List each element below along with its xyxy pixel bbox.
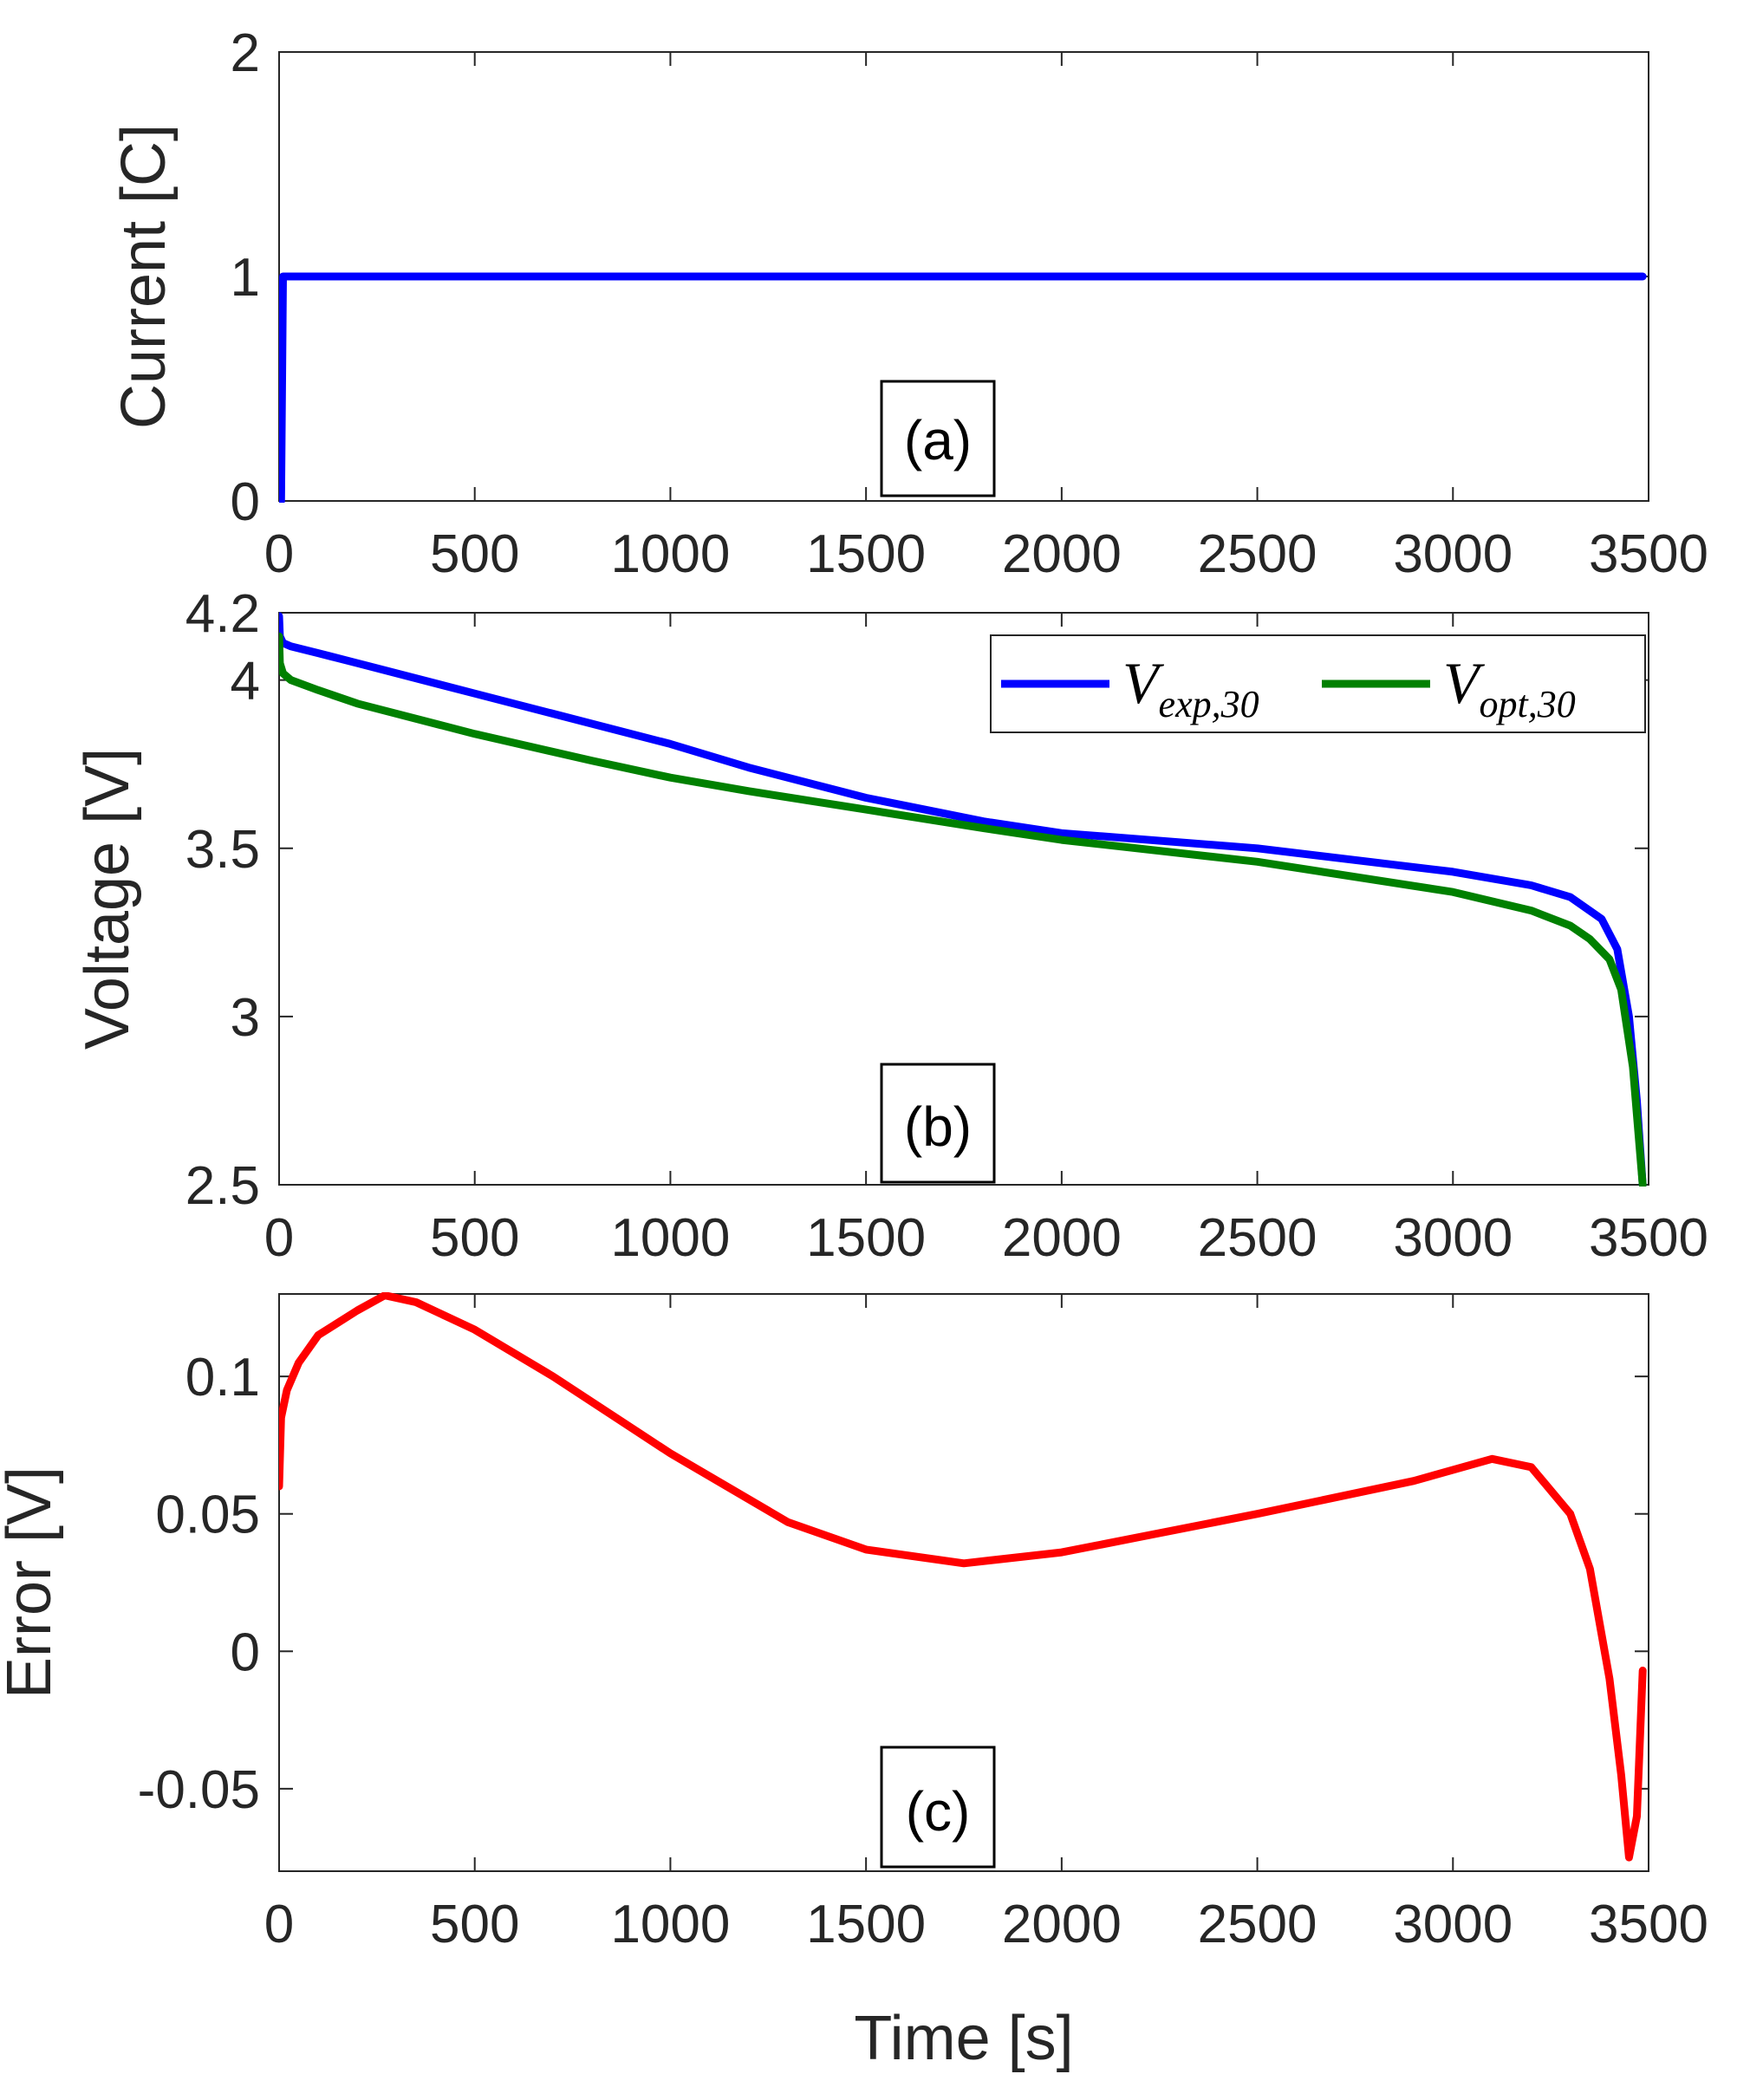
y-axis-label: Error [V] xyxy=(0,1466,64,1699)
y-tick-label: -0.05 xyxy=(138,1760,260,1820)
x-axis-label: Time [s] xyxy=(854,2004,1073,2073)
panel-tag-box xyxy=(880,1063,996,1184)
panel-tag: (a) xyxy=(904,409,972,471)
x-tick-label: 0 xyxy=(264,524,294,584)
x-tick-label: 500 xyxy=(430,524,519,584)
series-line-1 xyxy=(279,1292,1647,1862)
x-tick-label: 2000 xyxy=(1002,1895,1122,1954)
y-tick-label: 0.05 xyxy=(155,1486,260,1545)
y-tick-label: 0 xyxy=(231,1622,260,1682)
y-tick-label: 3 xyxy=(231,988,260,1048)
y-tick-label: 0 xyxy=(231,472,260,532)
y-tick-label: 2 xyxy=(231,23,260,83)
x-tick-label: 1000 xyxy=(610,524,730,584)
x-tick-label: 0 xyxy=(264,1895,294,1954)
series-line-2 xyxy=(279,632,1647,1187)
legend-label-2: Vopt,30 xyxy=(1443,650,1576,725)
legend-label-1: Vexp,30 xyxy=(1122,650,1259,725)
panel-tag: (c) xyxy=(906,1780,971,1843)
x-tick-label: 2500 xyxy=(1198,1895,1317,1954)
x-tick-label: 3500 xyxy=(1589,1208,1708,1268)
panel-c: 0 500 1000 1500 2000 2500 3000 3500 -0.05 0 0.05 0.… xyxy=(0,1292,1708,2073)
panel-b: 0 500 1000 1500 2000 2500 3000 3500 2.5 3 3.5 4 4.2 V… xyxy=(73,584,1708,1268)
y-tick-label: 4.2 xyxy=(185,584,260,644)
panel-tag-box xyxy=(880,1746,996,1869)
y-tick-label: 3.5 xyxy=(185,820,260,880)
y-tick-label: 4 xyxy=(231,652,260,712)
x-tick-label: 2500 xyxy=(1198,524,1317,584)
x-tick-label: 1500 xyxy=(806,1895,926,1954)
x-tick-label: 500 xyxy=(430,1208,519,1268)
panel-tag: (b) xyxy=(904,1096,972,1158)
x-tick-label: 3000 xyxy=(1393,1895,1513,1954)
x-tick-label: 3500 xyxy=(1589,1895,1708,1954)
y-tick-label: 2.5 xyxy=(185,1156,260,1216)
y-tick-label: 1 xyxy=(231,248,260,308)
y-axis-label: Current [C] xyxy=(109,124,179,429)
x-tick-label: 2000 xyxy=(1002,1208,1122,1268)
x-tick-label: 3000 xyxy=(1393,1208,1513,1268)
panel-a: 0 500 1000 1500 2000 2500 3000 3500 0 1 2 Current [… xyxy=(109,23,1708,584)
y-tick-label: 0.1 xyxy=(185,1348,260,1408)
x-tick-label: 2500 xyxy=(1198,1208,1317,1268)
panel-tag-box xyxy=(880,380,996,497)
x-tick-label: 1000 xyxy=(610,1895,730,1954)
series-line-1 xyxy=(279,612,1647,1187)
x-tick-label: 3000 xyxy=(1393,524,1513,584)
x-tick-label: 0 xyxy=(264,1208,294,1268)
legend: Vexp,30 Vopt,30 xyxy=(990,634,1646,733)
x-tick-label: 1500 xyxy=(806,1208,926,1268)
x-tick-label: 1500 xyxy=(806,524,926,584)
x-tick-label: 500 xyxy=(430,1895,519,1954)
x-tick-label: 1000 xyxy=(610,1208,730,1268)
series-line-1 xyxy=(279,272,1647,503)
y-axis-label: Voltage [V] xyxy=(73,748,142,1050)
x-tick-label: 3500 xyxy=(1589,524,1708,584)
x-tick-label: 2000 xyxy=(1002,524,1122,584)
